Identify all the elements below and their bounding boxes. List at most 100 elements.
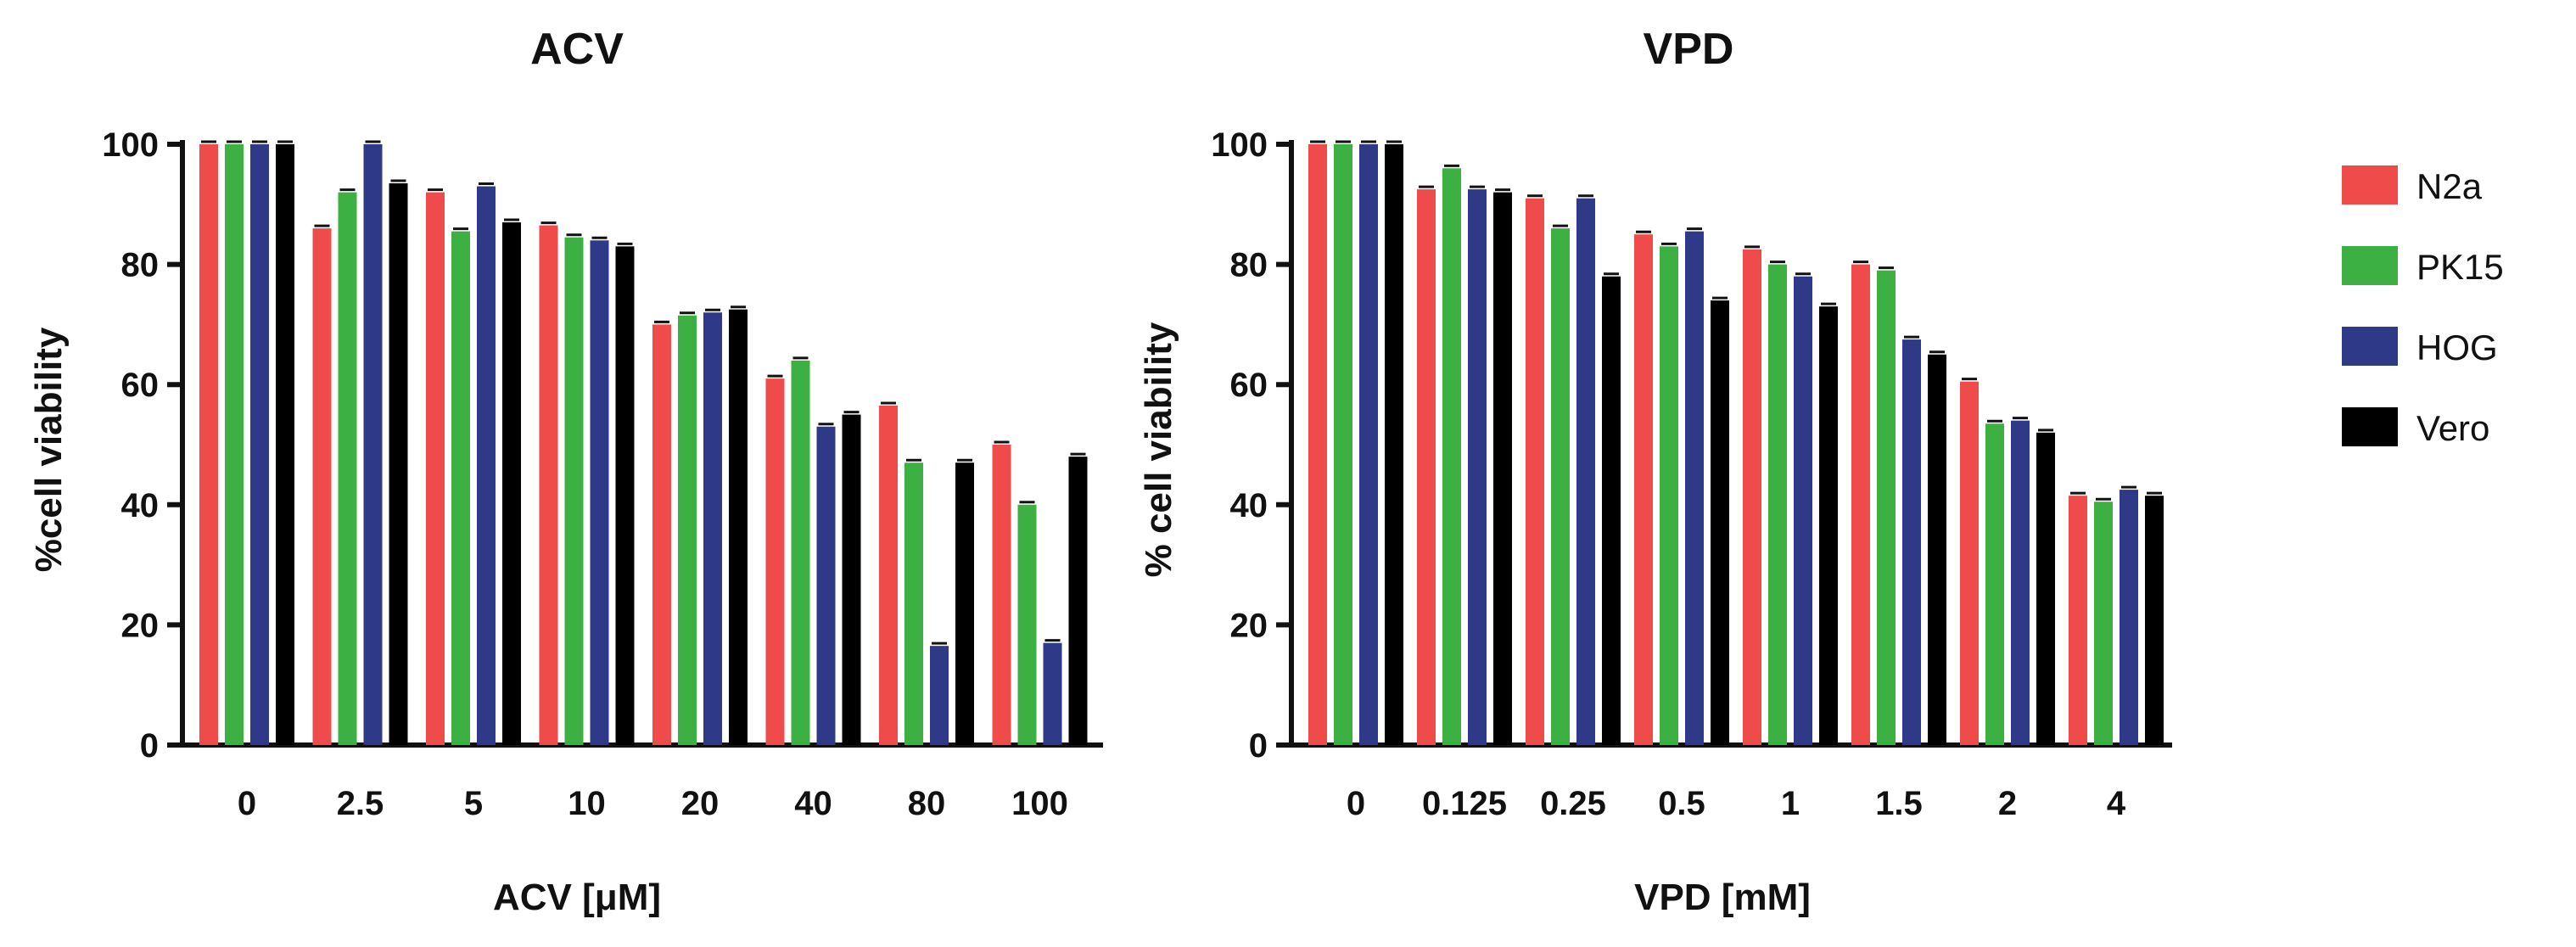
vpd-x-tick-label: 1: [1781, 785, 1800, 822]
acv-y-tick-label: 40: [121, 487, 160, 524]
acv-bar-pk15-20: [678, 315, 697, 745]
acv-bar-pk15-100: [1017, 504, 1037, 745]
vpd-x-tick-label: 0.125: [1422, 785, 1507, 822]
vpd-bar-pk15-4: [2094, 502, 2113, 745]
acv-bar-n2a-100: [992, 445, 1011, 745]
vpd-y-tick-label: 40: [1230, 487, 1268, 524]
vpd-bar-vero-0.125: [1493, 192, 1512, 745]
vpd-bar-vero-1: [1819, 306, 1838, 745]
vpd-bar-vero-4: [2145, 496, 2164, 745]
vpd-panel: VPD VPD [mM] % cell viability 0204060801…: [1138, 25, 2172, 918]
acv-x-tick-label: 2.5: [337, 785, 384, 822]
acv-bar-hog-20: [703, 312, 722, 745]
acv-bar-hog-5: [477, 186, 496, 745]
vpd-x-tick-label: 0.5: [1658, 785, 1705, 822]
acv-bar-pk15-40: [791, 360, 810, 745]
vpd-y-tick-label: 60: [1230, 367, 1268, 404]
vpd-bar-n2a-1.5: [1851, 264, 1870, 746]
legend-swatch-n2a: [2342, 165, 2398, 205]
vpd-x-tick-label: 1.5: [1875, 785, 1923, 822]
vpd-x-tick-label: 0: [1347, 785, 1365, 822]
acv-bar-hog-80: [930, 646, 949, 745]
acv-y-tick-label: 20: [121, 607, 160, 644]
vpd-x-tick-label: 4: [2107, 785, 2126, 822]
acv-bar-n2a-2.5: [312, 228, 332, 745]
acv-bar-vero-0: [276, 144, 294, 745]
vpd-bar-hog-2: [2011, 420, 2030, 745]
legend-label-n2a: N2a: [2416, 166, 2483, 206]
acv-y-tick-label: 60: [121, 367, 160, 404]
vpd-bar-hog-0.5: [1685, 231, 1704, 745]
legend-swatch-hog: [2342, 327, 2398, 366]
acv-bar-pk15-0: [225, 144, 244, 745]
acv-bar-vero-2.5: [389, 183, 408, 745]
acv-plot-area: 0 20 40 60 80 100 0 2.5 5 10 20 40 80 100: [102, 126, 1103, 822]
vpd-y-tick-label: 80: [1230, 247, 1268, 284]
legend: N2a PK15 HOG Vero: [2342, 165, 2504, 448]
acv-x-tick-label: 0: [238, 785, 256, 822]
legend-swatch-vero: [2342, 407, 2398, 446]
vpd-bar-hog-0: [1359, 144, 1378, 745]
vpd-bar-vero-0: [1385, 144, 1403, 745]
legend-label-vero: Vero: [2416, 408, 2489, 448]
vpd-bar-pk15-2: [1985, 423, 2004, 745]
acv-x-tick-label: 20: [681, 785, 720, 822]
vpd-x-axis-label: VPD [mM]: [1634, 877, 1811, 918]
acv-x-tick-label: 10: [568, 785, 606, 822]
vpd-bar-pk15-0.5: [1660, 246, 1678, 745]
acv-bar-pk15-80: [904, 462, 923, 745]
acv-y-tick-label: 100: [102, 126, 159, 164]
acv-bar-pk15-5: [451, 231, 470, 745]
acv-bar-n2a-0: [199, 144, 218, 745]
vpd-bar-vero-2: [2036, 432, 2055, 745]
vpd-bar-hog-0.25: [1576, 198, 1595, 746]
vpd-bar-n2a-0: [1308, 144, 1327, 745]
acv-bar-n2a-20: [652, 324, 671, 745]
vpd-bar-vero-1.5: [1928, 354, 1946, 745]
vpd-y-tick-label: 0: [1249, 727, 1268, 765]
legend-item-hog: HOG: [2342, 327, 2498, 367]
acv-bar-hog-10: [590, 240, 609, 745]
acv-bar-vero-20: [729, 309, 748, 745]
vpd-plot-area: 0 20 40 60 80 100 0 0.125 0.25 0.5 1 1.5 2 4: [1211, 126, 2172, 822]
vpd-x-tick-label: 0.25: [1540, 785, 1606, 822]
vpd-bar-pk15-1: [1768, 264, 1787, 746]
acv-x-tick-label: 100: [1011, 785, 1068, 822]
vpd-y-tick-label: 20: [1230, 607, 1268, 644]
vpd-bar-hog-0.125: [1468, 189, 1487, 746]
acv-y-tick-label: 80: [121, 247, 160, 284]
acv-x-tick-label: 5: [464, 785, 483, 822]
acv-bar-n2a-10: [539, 225, 558, 746]
acv-bar-vero-10: [615, 246, 635, 745]
acv-bar-vero-100: [1068, 457, 1088, 745]
acv-bar-pk15-10: [564, 237, 584, 745]
vpd-y-tick-label: 100: [1211, 126, 1268, 164]
acv-bar-pk15-2.5: [338, 192, 357, 745]
vpd-bar-pk15-0.25: [1551, 228, 1570, 745]
vpd-bar-vero-0.25: [1602, 276, 1621, 745]
vpd-bar-hog-4: [2120, 490, 2138, 745]
vpd-y-axis-label: % cell viability: [1138, 322, 1179, 577]
vpd-bar-pk15-1.5: [1877, 270, 1896, 745]
acv-bar-n2a-5: [426, 192, 445, 745]
acv-bar-n2a-40: [765, 378, 785, 745]
legend-swatch-pk15: [2342, 246, 2398, 285]
vpd-bar-n2a-0.25: [1526, 198, 1544, 746]
vpd-bar-n2a-0.125: [1417, 189, 1436, 746]
vpd-bar-n2a-4: [2069, 496, 2087, 745]
vpd-bar-n2a-1: [1743, 249, 1761, 745]
acv-title: ACV: [530, 25, 624, 74]
vpd-bar-hog-1: [1794, 276, 1812, 745]
acv-bar-hog-0: [250, 144, 269, 745]
acv-x-axis-label: ACV [μM]: [493, 877, 661, 918]
legend-label-pk15: PK15: [2416, 247, 2504, 287]
acv-x-tick-label: 80: [908, 785, 946, 822]
acv-bar-vero-5: [502, 222, 521, 745]
vpd-bar-pk15-0.125: [1442, 168, 1461, 745]
vpd-bar-pk15-0: [1334, 144, 1352, 745]
vpd-bar-hog-1.5: [1902, 339, 1921, 745]
vpd-bar-n2a-2: [1960, 381, 1979, 745]
vpd-x-tick-label: 2: [1998, 785, 2017, 822]
acv-bar-hog-100: [1043, 642, 1062, 745]
